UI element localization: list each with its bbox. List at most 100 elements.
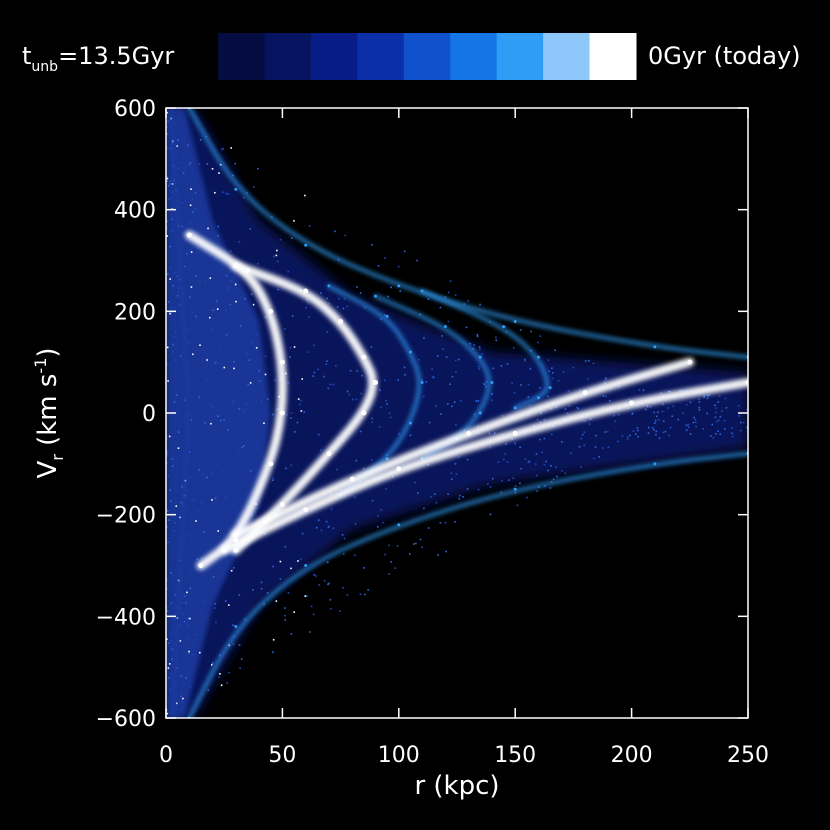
particle xyxy=(695,421,697,423)
particle xyxy=(389,416,392,419)
particle xyxy=(549,487,552,489)
particle xyxy=(706,412,709,415)
particle xyxy=(304,194,306,197)
particle xyxy=(396,545,399,547)
particle xyxy=(322,375,325,378)
stream-series xyxy=(184,230,287,570)
particle xyxy=(203,599,206,601)
particle xyxy=(359,430,362,433)
particle xyxy=(588,423,591,425)
particle xyxy=(166,437,168,440)
particle xyxy=(581,433,584,436)
particle xyxy=(352,398,354,401)
particle xyxy=(188,328,190,331)
particle xyxy=(423,507,425,510)
particle xyxy=(176,294,179,297)
particle xyxy=(433,493,436,496)
particle xyxy=(170,672,173,675)
particle xyxy=(526,496,528,499)
particle xyxy=(422,395,425,398)
particle xyxy=(698,401,701,403)
particle xyxy=(742,421,745,424)
particle xyxy=(682,412,685,415)
particle xyxy=(693,416,695,419)
particle xyxy=(238,407,241,410)
stream-series xyxy=(187,451,748,718)
particle xyxy=(167,519,170,521)
particle xyxy=(457,358,460,361)
stream-point xyxy=(234,625,238,628)
particle xyxy=(342,307,345,310)
particle xyxy=(329,598,332,601)
particle xyxy=(330,508,333,510)
particle xyxy=(645,408,647,411)
particle xyxy=(583,444,586,447)
particle xyxy=(390,286,392,289)
particle xyxy=(221,191,224,194)
particle xyxy=(404,374,406,376)
particle xyxy=(598,456,601,458)
particle xyxy=(362,467,365,470)
particle xyxy=(425,381,428,383)
axis-ticks xyxy=(165,107,749,719)
particle xyxy=(497,461,500,463)
particle xyxy=(251,341,254,344)
particle xyxy=(189,475,191,478)
particle xyxy=(166,638,168,641)
stream-point xyxy=(268,308,274,314)
particle xyxy=(239,325,242,327)
stream-point xyxy=(548,386,552,390)
particle xyxy=(651,427,654,429)
particle xyxy=(685,403,688,406)
particle xyxy=(332,527,335,529)
particle xyxy=(211,167,214,170)
particle xyxy=(179,516,181,519)
particle xyxy=(179,304,182,306)
particle xyxy=(226,682,228,684)
particle xyxy=(501,414,504,417)
particle xyxy=(217,415,219,418)
particle xyxy=(313,573,315,576)
particle xyxy=(483,383,486,386)
stream-point xyxy=(629,400,635,406)
particle xyxy=(388,544,390,547)
particle xyxy=(500,491,503,494)
particle xyxy=(230,279,233,282)
particle xyxy=(168,474,170,477)
particle xyxy=(257,167,259,170)
particle xyxy=(473,413,476,416)
particle xyxy=(489,446,491,449)
particle xyxy=(344,234,347,237)
particle xyxy=(312,613,315,616)
particle xyxy=(170,572,172,574)
x-tick-label: 250 xyxy=(727,743,769,768)
particle xyxy=(394,567,397,569)
particle xyxy=(176,145,178,147)
particle xyxy=(198,651,201,654)
particle xyxy=(180,486,183,489)
particle xyxy=(320,529,323,532)
particle xyxy=(215,463,218,466)
stream-point xyxy=(183,487,187,491)
particle xyxy=(487,483,489,485)
particle xyxy=(207,689,210,691)
particle xyxy=(437,554,439,556)
particle xyxy=(527,461,530,463)
particle xyxy=(186,623,189,626)
particle xyxy=(300,399,302,402)
particle xyxy=(637,435,639,438)
particle xyxy=(166,526,168,528)
particle xyxy=(539,386,541,389)
particle xyxy=(170,500,172,502)
particle xyxy=(242,197,245,199)
particle xyxy=(458,456,460,458)
particle xyxy=(279,578,282,580)
particle xyxy=(263,422,265,425)
particle xyxy=(444,521,447,524)
particle xyxy=(664,430,667,433)
particle xyxy=(218,676,220,679)
particle xyxy=(166,588,169,590)
particle xyxy=(287,270,290,273)
particle xyxy=(714,416,717,419)
particle xyxy=(329,608,332,610)
